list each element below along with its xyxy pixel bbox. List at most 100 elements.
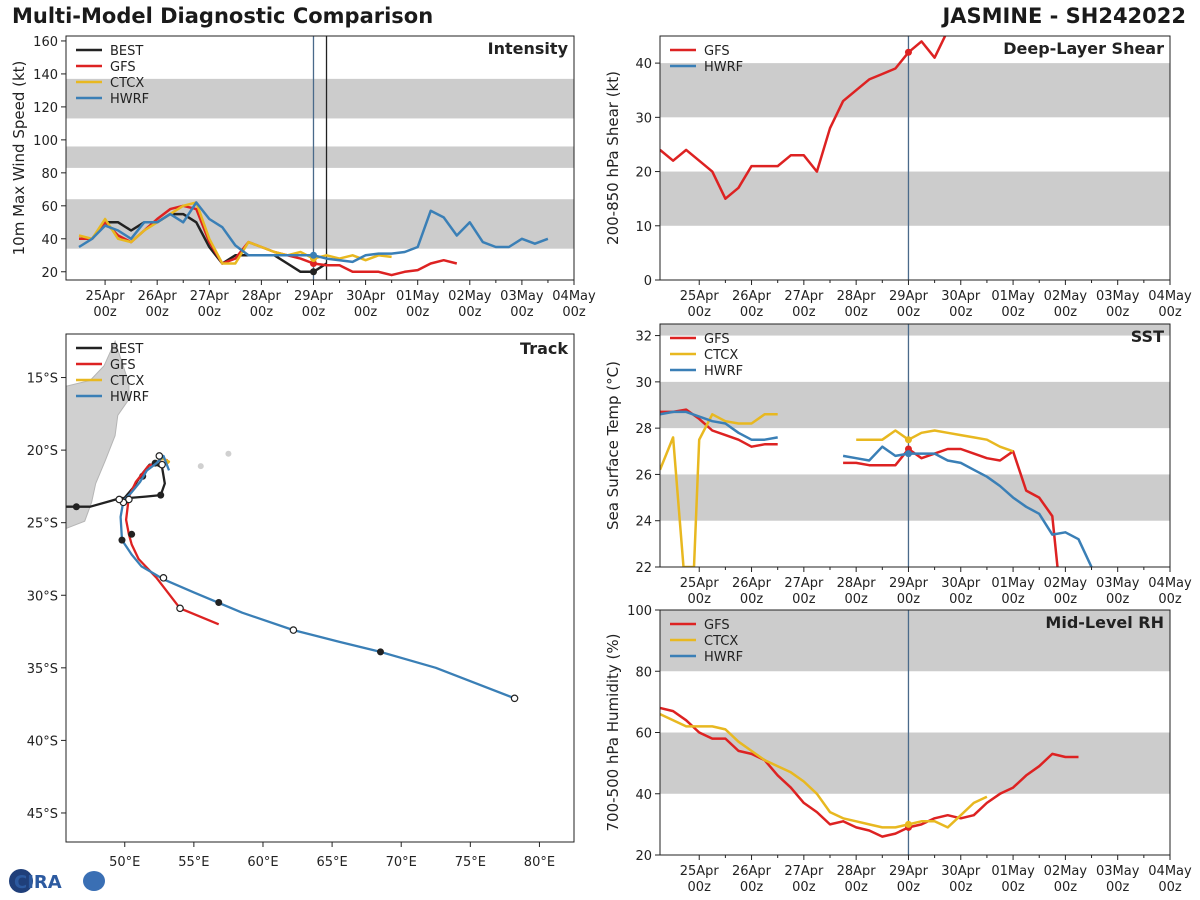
rh-ytick-label-40: 40 bbox=[635, 788, 652, 803]
track-open-marker-1 bbox=[158, 460, 166, 469]
rh-xtick-label-hour-3: 00z bbox=[844, 880, 868, 895]
rh-xtick-label-date-7: 02May bbox=[1044, 864, 1088, 879]
sst-band-0 bbox=[660, 474, 1170, 521]
track-open-marker-4 bbox=[115, 495, 124, 504]
track-legend-label-hwrf: HWRF bbox=[110, 390, 149, 405]
intensity-xtick-label-date-0: 25Apr bbox=[86, 289, 126, 304]
rh-ytick-label-60: 60 bbox=[635, 727, 652, 742]
track-xtick-label-3: 65°E bbox=[316, 855, 347, 870]
shear-xtick-label-hour-8: 00z bbox=[1106, 305, 1130, 320]
track-marker-hwrf-0 bbox=[118, 536, 126, 544]
intensity-legend-label-best: BEST bbox=[110, 44, 143, 59]
sst-xtick-label-hour-4: 00z bbox=[897, 592, 921, 607]
shear-ytick-label-10: 10 bbox=[635, 220, 652, 235]
rh-legend-label-ctcx: CTCX bbox=[704, 634, 738, 649]
track-xtick-label-0: 50°E bbox=[109, 855, 140, 870]
track-panel-title: Track bbox=[520, 339, 568, 358]
shear-xtick-label-date-0: 25Apr bbox=[680, 289, 720, 304]
intensity-series-line-ctcx-0 bbox=[78, 201, 392, 265]
sst-ytick-label-22: 22 bbox=[635, 561, 652, 576]
sst-series-line-hwrf-0 bbox=[660, 410, 778, 441]
shear-xtick-label-date-6: 01May bbox=[991, 289, 1035, 304]
sst-ytick-label-30: 30 bbox=[635, 376, 652, 391]
rh-band-1 bbox=[660, 610, 1170, 672]
rh-ytick-label-20: 20 bbox=[635, 849, 652, 864]
intensity-xtick-label-date-3: 28Apr bbox=[242, 289, 282, 304]
sst-plot-bg bbox=[660, 324, 1170, 567]
rh-ytick-label-100: 100 bbox=[627, 604, 652, 619]
shear-xtick-label-date-1: 26Apr bbox=[732, 289, 772, 304]
intensity-analysis-point-best bbox=[309, 268, 317, 276]
intensity-band-2 bbox=[66, 78, 574, 119]
intensity-legend-label-hwrf: HWRF bbox=[110, 92, 149, 107]
rh-legend-label-gfs: GFS bbox=[704, 618, 730, 633]
shear-panel-title: Deep-Layer Shear bbox=[1003, 39, 1164, 58]
track-marker-best-1 bbox=[157, 491, 165, 499]
rh-xtick-label-date-6: 01May bbox=[991, 864, 1035, 879]
shear-ytick-label-20: 20 bbox=[635, 166, 652, 181]
shear-legend-label-gfs: GFS bbox=[704, 44, 730, 59]
sst-legend-label-hwrf: HWRF bbox=[704, 364, 743, 379]
sst-ytick-label-26: 26 bbox=[635, 468, 652, 483]
figure-title: Multi-Model Diagnostic Comparison bbox=[12, 4, 434, 28]
shear-ylabel: 200-850 hPa Shear (kt) bbox=[604, 71, 622, 245]
rh-series-line-ctcx-0 bbox=[660, 712, 988, 829]
shear-xtick-label-hour-5: 00z bbox=[949, 305, 973, 320]
track-ytick-label-2: 25°S bbox=[27, 517, 58, 532]
sst-xtick-label-hour-7: 00z bbox=[1054, 592, 1078, 607]
shear-xtick-label-hour-1: 00z bbox=[740, 305, 764, 320]
sst-xtick-label-hour-6: 00z bbox=[1001, 592, 1025, 607]
track-ytick-label-1: 20°S bbox=[27, 444, 58, 459]
sst-xtick-label-date-5: 30Apr bbox=[941, 576, 981, 591]
sst-ytick-label-32: 32 bbox=[635, 330, 652, 345]
sst-xtick-label-date-8: 03May bbox=[1096, 576, 1140, 591]
intensity-xtick-label-hour-3: 00z bbox=[250, 305, 274, 320]
sst-xtick-label-hour-8: 00z bbox=[1106, 592, 1130, 607]
intensity-ytick-label-100: 100 bbox=[33, 134, 58, 149]
shear-xtick-label-hour-2: 00z bbox=[792, 305, 816, 320]
intensity-legend-label-ctcx: CTCX bbox=[110, 76, 144, 91]
sst-xtick-label-hour-9: 00z bbox=[1158, 592, 1182, 607]
rh-xtick-label-hour-4: 00z bbox=[897, 880, 921, 895]
intensity-xtick-label-hour-1: 00z bbox=[145, 305, 169, 320]
shear-xtick-label-date-4: 29Apr bbox=[889, 289, 929, 304]
sst-xtick-label-date-6: 01May bbox=[991, 576, 1035, 591]
sst-legend-label-ctcx: CTCX bbox=[704, 348, 738, 363]
intensity-ytick-label-60: 60 bbox=[41, 200, 58, 215]
track-open-marker-8 bbox=[510, 694, 519, 703]
sst-ytick-label-28: 28 bbox=[635, 422, 652, 437]
shear-ytick-label-30: 30 bbox=[635, 111, 652, 126]
cira-logo-text: CIRA bbox=[14, 872, 62, 893]
sst-xtick-label-date-4: 29Apr bbox=[889, 576, 929, 591]
sst-xtick-label-date-1: 26Apr bbox=[732, 576, 772, 591]
rh-xtick-label-date-9: 04May bbox=[1148, 864, 1192, 879]
shear-xtick-label-hour-9: 00z bbox=[1158, 305, 1182, 320]
rh-xtick-label-date-2: 27Apr bbox=[784, 864, 824, 879]
shear-xtick-label-hour-6: 00z bbox=[1001, 305, 1025, 320]
sst-series-line-ctcx-0 bbox=[660, 413, 778, 567]
rh-xtick-label-hour-9: 00z bbox=[1158, 880, 1182, 895]
intensity-series-group bbox=[78, 201, 549, 277]
track-marker-hwrf-2 bbox=[376, 648, 384, 656]
rh-xtick-label-hour-1: 00z bbox=[740, 880, 764, 895]
sst-xtick-label-date-2: 27Apr bbox=[784, 576, 824, 591]
track-legend-label-best: BEST bbox=[110, 342, 143, 357]
intensity-xtick-label-hour-9: 00z bbox=[562, 305, 586, 320]
sst-band-2 bbox=[660, 324, 1170, 336]
cira-logo: CIRA bbox=[9, 869, 105, 893]
shear-legend-label-hwrf: HWRF bbox=[704, 60, 743, 75]
shear-ytick-label-0: 0 bbox=[644, 274, 652, 289]
sst-xtick-label-hour-3: 00z bbox=[844, 592, 868, 607]
rh-xtick-label-hour-5: 00z bbox=[949, 880, 973, 895]
sst-xtick-label-hour-0: 00z bbox=[688, 592, 712, 607]
rh-analysis-point-ctcx bbox=[904, 820, 912, 828]
shear-xtick-label-hour-3: 00z bbox=[844, 305, 868, 320]
intensity-ytick-label-160: 160 bbox=[33, 35, 58, 50]
track-line-hwrf bbox=[119, 454, 516, 700]
shear-xtick-label-date-3: 28Apr bbox=[837, 289, 877, 304]
rh-xtick-label-hour-7: 00z bbox=[1054, 880, 1078, 895]
intensity-ytick-label-40: 40 bbox=[41, 233, 58, 248]
intensity-series-line-best-0 bbox=[79, 212, 328, 274]
rh-xtick-label-hour-8: 00z bbox=[1106, 880, 1130, 895]
